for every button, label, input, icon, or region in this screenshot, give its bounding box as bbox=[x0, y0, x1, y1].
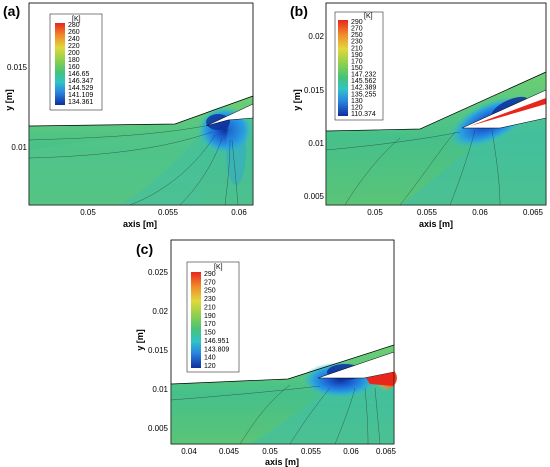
panel-c-ytick: 0.015 bbox=[148, 346, 169, 355]
panel-b: (b) [K] 290270250230210190170150147.2321… bbox=[290, 2, 547, 229]
legend-label: 130 bbox=[351, 98, 363, 105]
panel-c-xtick: 0.045 bbox=[219, 447, 240, 456]
legend-label: 141.109 bbox=[68, 92, 93, 99]
panel-b-xtick: 0.06 bbox=[472, 208, 488, 217]
legend-label: 270 bbox=[351, 26, 363, 33]
panel-c-letter: (c) bbox=[136, 241, 153, 257]
panel-a-ytick: 0.01 bbox=[11, 143, 27, 152]
panel-a-xlabel: axis [m] bbox=[123, 219, 157, 229]
panel-b-ytick: 0.02 bbox=[308, 32, 324, 41]
legend-label: 270 bbox=[204, 279, 216, 286]
legend-label: 146.65 bbox=[68, 71, 90, 78]
legend-label: 200 bbox=[68, 50, 80, 57]
panel-b-ytick: 0.015 bbox=[304, 86, 325, 95]
legend-label: 260 bbox=[68, 29, 80, 36]
legend-label: 290 bbox=[351, 19, 363, 26]
legend-label: 230 bbox=[204, 296, 216, 303]
panel-c-ytick: 0.025 bbox=[148, 268, 169, 277]
legend-label: 134.361 bbox=[68, 99, 93, 106]
legend-label: 110.374 bbox=[351, 111, 376, 118]
panel-a-legend-labels: 280260240220200180160146.65146.347144.52… bbox=[68, 22, 93, 106]
panel-a-letter: (a) bbox=[3, 3, 20, 19]
legend-label: 135.255 bbox=[351, 91, 376, 98]
panel-c-ytick: 0.02 bbox=[152, 307, 168, 316]
panel-c-xtick: 0.05 bbox=[262, 447, 278, 456]
legend-label: 142.389 bbox=[351, 85, 376, 92]
legend-label: 240 bbox=[68, 36, 80, 43]
legend-label: 170 bbox=[204, 321, 216, 328]
panel-c: (c) [K] 290270250230210190170150146.9511… bbox=[135, 239, 397, 467]
legend-label: 220 bbox=[68, 43, 80, 50]
panel-b-ytick: 0.005 bbox=[304, 192, 325, 201]
legend-label: 230 bbox=[351, 39, 363, 46]
legend-label: 146.951 bbox=[204, 338, 229, 345]
legend-label: 290 bbox=[204, 271, 216, 278]
legend-label: 150 bbox=[351, 65, 363, 72]
panel-b-ylabel: y [m] bbox=[292, 89, 302, 111]
panel-c-xlabel: axis [m] bbox=[265, 457, 299, 467]
panel-c-xtick: 0.055 bbox=[301, 447, 322, 456]
legend-label: 120 bbox=[351, 104, 363, 111]
legend-label: 250 bbox=[204, 288, 216, 295]
panel-c-ytick: 0.005 bbox=[148, 424, 169, 433]
panel-a-xtick: 0.055 bbox=[158, 208, 179, 217]
panel-c-xtick: 0.065 bbox=[376, 447, 397, 456]
panel-c-yticks: 0.025 0.02 0.015 0.01 0.005 bbox=[148, 268, 169, 433]
legend-label: 210 bbox=[204, 305, 216, 312]
panel-a-legend-unit: [K] bbox=[72, 16, 81, 23]
panel-b-ytick: 0.01 bbox=[308, 139, 324, 148]
panel-c-ytick: 0.01 bbox=[152, 385, 168, 394]
panel-a-yticks: 0.015 0.01 bbox=[7, 63, 28, 152]
panel-b-xtick: 0.065 bbox=[523, 208, 544, 217]
panel-a-xtick: 0.06 bbox=[231, 208, 247, 217]
panel-b-xticks: 0.05 0.055 0.06 0.065 bbox=[367, 208, 543, 217]
legend-label: 190 bbox=[204, 313, 216, 320]
legend-label: 160 bbox=[68, 64, 80, 71]
panel-b-xtick: 0.05 bbox=[367, 208, 383, 217]
panel-b-xtick: 0.055 bbox=[417, 208, 438, 217]
panel-a-xtick: 0.05 bbox=[80, 208, 96, 217]
legend-label: 210 bbox=[351, 45, 363, 52]
legend-label: 145.562 bbox=[351, 78, 376, 85]
panel-c-xticks: 0.04 0.045 0.05 0.055 0.06 0.065 bbox=[181, 447, 396, 456]
panel-c-legend-unit: [K] bbox=[214, 264, 223, 271]
panel-a: (a) [K] bbox=[3, 2, 254, 229]
panel-a-ytick: 0.015 bbox=[7, 63, 28, 72]
panel-b-xlabel: axis [m] bbox=[419, 219, 453, 229]
legend-label: 147.232 bbox=[351, 72, 376, 79]
panel-b-legend-labels: 290270250230210190170150147.232145.56214… bbox=[351, 19, 376, 118]
panel-b-plot bbox=[325, 2, 547, 206]
panel-b-legend-unit: [K] bbox=[364, 13, 373, 20]
legend-label: 180 bbox=[68, 57, 80, 64]
legend-label: 150 bbox=[204, 330, 216, 337]
panel-b-letter: (b) bbox=[290, 3, 308, 19]
panel-a-plot bbox=[28, 2, 254, 206]
panel-b-yticks: 0.02 0.015 0.01 0.005 bbox=[304, 32, 325, 201]
panel-a-ylabel: y [m] bbox=[4, 89, 14, 111]
panel-a-xticks: 0.05 0.055 0.06 bbox=[80, 208, 247, 217]
panel-c-xtick: 0.04 bbox=[181, 447, 197, 456]
legend-label: 280 bbox=[68, 22, 80, 29]
legend-label: 144.529 bbox=[68, 85, 93, 92]
legend-label: 140 bbox=[204, 355, 216, 362]
legend-label: 170 bbox=[351, 58, 363, 65]
legend-label: 120 bbox=[204, 363, 216, 370]
panel-c-ylabel: y [m] bbox=[135, 329, 145, 351]
panel-a-legend: [K] 280260240220200180160146.65146.34714… bbox=[49, 13, 103, 111]
panel-b-legend: [K] 290270250230210190170150147.232145.5… bbox=[334, 11, 384, 121]
legend-label: 146.347 bbox=[68, 78, 93, 85]
legend-label: 250 bbox=[351, 32, 363, 39]
panel-c-xtick: 0.06 bbox=[343, 447, 359, 456]
legend-label: 143.809 bbox=[204, 346, 229, 353]
legend-label: 190 bbox=[351, 52, 363, 59]
